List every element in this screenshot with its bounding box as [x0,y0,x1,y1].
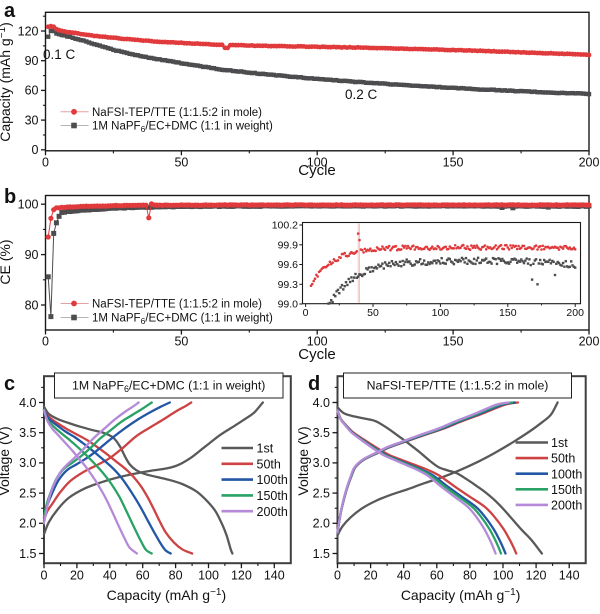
svg-text:1st: 1st [257,442,274,456]
svg-text:100: 100 [432,307,450,319]
svg-text:50: 50 [174,335,188,349]
svg-text:200: 200 [566,307,584,319]
svg-text:d: d [308,373,320,395]
svg-text:80: 80 [169,569,183,583]
svg-text:4.0: 4.0 [19,396,36,410]
svg-text:30: 30 [25,113,39,127]
svg-text:100.2: 100.2 [272,220,298,232]
svg-text:90: 90 [25,54,39,68]
svg-text:90: 90 [25,248,39,262]
svg-text:0: 0 [334,569,341,583]
svg-text:150: 150 [443,335,464,349]
svg-text:100: 100 [493,569,514,583]
svg-text:0: 0 [303,307,309,319]
svg-text:CE (%): CE (%) [0,239,13,284]
svg-text:120: 120 [18,24,39,38]
svg-text:1.5: 1.5 [19,547,36,561]
svg-text:0: 0 [42,335,49,349]
svg-text:2.5: 2.5 [19,486,36,500]
svg-text:3.5: 3.5 [19,426,36,440]
svg-text:200th: 200th [551,499,582,513]
svg-text:1st: 1st [551,436,568,450]
svg-text:1M NaPF6/EC+DMC (1:1 in weight: 1M NaPF6/EC+DMC (1:1 in weight) [72,379,265,395]
svg-text:100: 100 [18,198,39,212]
svg-text:0.1 C: 0.1 C [43,47,76,62]
svg-text:20: 20 [364,569,378,583]
svg-text:0: 0 [42,155,49,169]
svg-text:200th: 200th [257,505,288,519]
svg-text:c: c [4,373,15,395]
svg-text:Capacity (mAh g−1): Capacity (mAh g−1) [401,587,521,603]
svg-text:60: 60 [430,569,444,583]
svg-text:60: 60 [25,84,39,98]
svg-text:150th: 150th [551,483,582,497]
svg-text:NaFSI-TEP/TTE (1:1.5:2 in mole: NaFSI-TEP/TTE (1:1.5:2 in mole) [367,379,549,393]
svg-text:100th: 100th [257,473,288,487]
svg-text:NaFSI-TEP/TTE (1:1.5:2 in mole: NaFSI-TEP/TTE (1:1.5:2 in mole) [92,299,262,311]
svg-text:200: 200 [579,155,600,169]
svg-text:150th: 150th [257,489,288,503]
svg-text:4.0: 4.0 [313,396,330,410]
svg-text:100th: 100th [551,467,582,481]
svg-text:0: 0 [32,143,39,157]
svg-text:150: 150 [443,155,464,169]
svg-text:50th: 50th [257,457,281,471]
svg-text:40: 40 [397,569,411,583]
svg-text:120: 120 [231,569,252,583]
svg-text:3.0: 3.0 [19,456,36,470]
svg-text:2.0: 2.0 [313,517,330,531]
svg-text:0: 0 [41,569,48,583]
svg-text:1M NaPF6/EC+DMC (1:1 in weight: 1M NaPF6/EC+DMC (1:1 in weight) [92,121,273,135]
svg-text:0.2 C: 0.2 C [345,87,378,102]
svg-text:Capacity (mAh g−1): Capacity (mAh g−1) [107,587,227,603]
svg-text:150: 150 [499,307,517,319]
svg-text:Voltage (V): Voltage (V) [295,426,311,495]
svg-text:1.5: 1.5 [313,547,330,561]
svg-text:100: 100 [198,569,219,583]
svg-text:99.6: 99.6 [278,259,299,271]
svg-text:99.0: 99.0 [278,299,299,311]
svg-text:3.5: 3.5 [313,426,330,440]
svg-text:120: 120 [526,569,547,583]
svg-text:80: 80 [25,298,39,312]
svg-text:60: 60 [136,569,150,583]
svg-text:140: 140 [559,569,580,583]
svg-text:50: 50 [174,155,188,169]
svg-text:40: 40 [103,569,117,583]
svg-text:99.3: 99.3 [278,279,299,291]
svg-text:140: 140 [264,569,285,583]
svg-text:2.0: 2.0 [19,517,36,531]
svg-text:200: 200 [579,335,600,349]
svg-text:Cycle: Cycle [298,162,336,179]
svg-text:50: 50 [367,307,379,319]
svg-text:Voltage (V): Voltage (V) [0,426,12,495]
svg-text:Capacity (mAh g−1): Capacity (mAh g−1) [0,22,13,142]
svg-text:3.0: 3.0 [313,456,330,470]
svg-text:20: 20 [70,569,84,583]
svg-text:a: a [4,0,16,22]
svg-text:b: b [4,186,16,208]
svg-text:99.9: 99.9 [278,239,299,251]
svg-text:50th: 50th [551,452,575,466]
svg-text:Cycle: Cycle [298,346,336,363]
svg-text:80: 80 [463,569,477,583]
svg-text:NaFSI-TEP/TTE (1:1.5:2 in mole: NaFSI-TEP/TTE (1:1.5:2 in mole) [92,107,262,119]
svg-text:100: 100 [307,335,328,349]
svg-text:2.5: 2.5 [313,486,330,500]
svg-text:100: 100 [307,155,328,169]
svg-text:1M NaPF6/EC+DMC (1:1 in weight: 1M NaPF6/EC+DMC (1:1 in weight) [92,313,273,327]
